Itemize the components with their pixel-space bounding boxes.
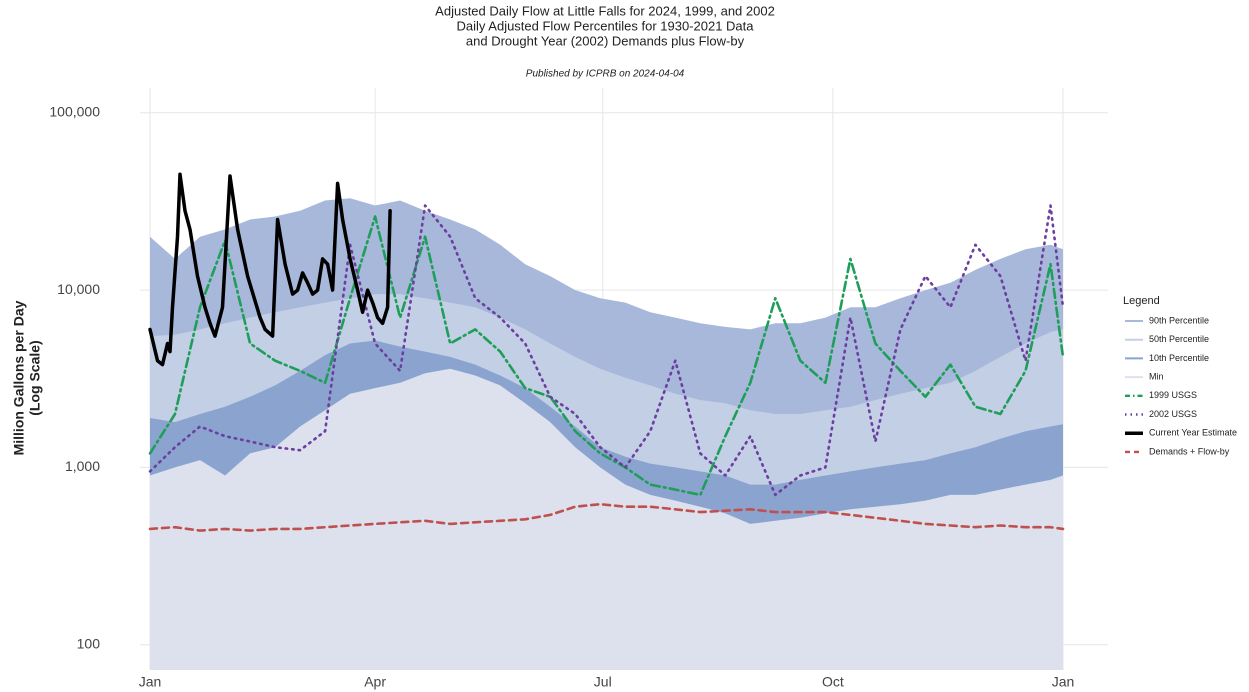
series-line <box>148 172 392 367</box>
legend-label: Min <box>1149 371 1164 381</box>
x-tick-label: Apr <box>364 674 386 690</box>
x-tick-label: Jul <box>594 674 612 690</box>
y-axis-title-line: Million Gallons per Day <box>11 300 27 455</box>
lines <box>148 172 1065 532</box>
x-tick-label: Jan <box>139 674 162 690</box>
y-axis-title-line: (Log Scale) <box>27 340 43 415</box>
y-axis-title: Million Gallons per Day (Log Scale) <box>11 300 43 455</box>
legend-label: 2002 USGS <box>1149 409 1197 419</box>
y-tick-label: 100 <box>77 635 101 651</box>
y-tick-label: 1,000 <box>65 458 100 474</box>
legend-label: Demands + Flow-by <box>1149 446 1230 456</box>
areas <box>150 198 1063 670</box>
axes: 100 1,000 10,000 100,000 Jan Apr Jul Oct Jan <box>49 104 1074 690</box>
legend-label: 1999 USGS <box>1149 390 1197 400</box>
chart-title: Daily Adjusted Flow Percentiles for 1930… <box>457 18 755 33</box>
series-line <box>148 502 1065 532</box>
area <box>150 368 1063 670</box>
titles: Adjusted Daily Flow at Little Falls for … <box>435 3 775 79</box>
y-tick-label: 10,000 <box>57 281 100 297</box>
chart-title: Adjusted Daily Flow at Little Falls for … <box>435 3 775 18</box>
legend-label: 50th Percentile <box>1149 334 1209 344</box>
chart-title: and Drought Year (2002) Demands plus Flo… <box>466 33 745 48</box>
legend-label: 10th Percentile <box>1149 353 1209 363</box>
y-tick-label: 100,000 <box>49 104 100 120</box>
series-line <box>148 204 1065 497</box>
x-tick-label: Oct <box>822 674 844 690</box>
x-tick-label: Jan <box>1052 674 1075 690</box>
series-line <box>148 215 1065 497</box>
legend: 90th Percentile 50th Percentile 10th Perce… <box>1125 315 1237 456</box>
legend-label: Current Year Estimate <box>1149 428 1237 438</box>
legend-title: Legend <box>1123 295 1160 307</box>
legend-label: 90th Percentile <box>1149 315 1209 325</box>
chart-subtitle: Published by ICPRB on 2024-04-04 <box>526 69 685 80</box>
